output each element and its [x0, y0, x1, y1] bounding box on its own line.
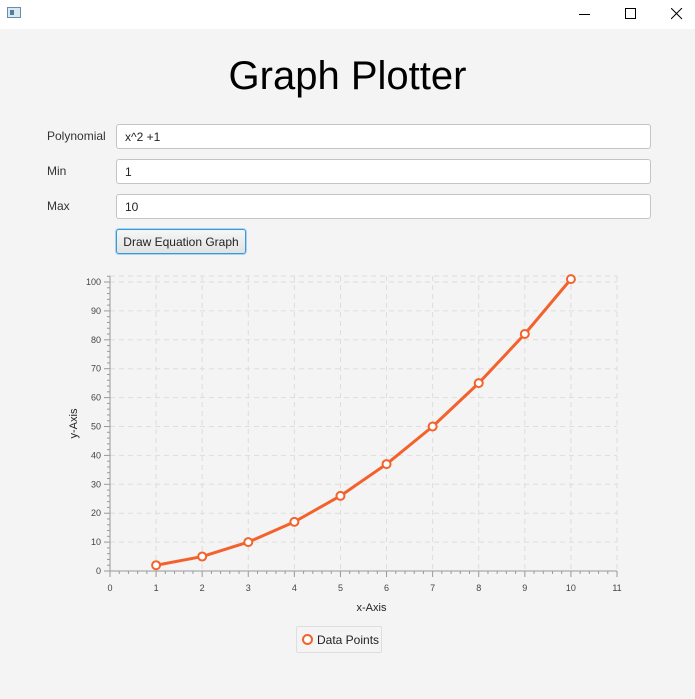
draw-equation-graph-button[interactable]: Draw Equation Graph	[116, 229, 246, 254]
minimize-icon	[579, 14, 590, 15]
data-point	[565, 274, 576, 285]
y-tick-label: 100	[86, 277, 101, 287]
series-line	[155, 278, 573, 567]
polynomial-label: Polynomial	[47, 129, 106, 143]
app-icon	[7, 7, 21, 18]
y-tick-label: 30	[91, 479, 101, 489]
x-tick-label: 2	[200, 583, 205, 593]
max-label: Max	[47, 199, 70, 213]
close-button[interactable]	[654, 0, 695, 29]
data-point	[381, 459, 392, 470]
x-tick-label: 6	[384, 583, 389, 593]
data-point	[427, 421, 438, 432]
maximize-icon	[625, 8, 636, 19]
x-tick-label: 11	[612, 583, 621, 593]
x-tick-label: 10	[566, 583, 576, 593]
y-tick-label: 40	[91, 450, 101, 460]
min-label: Min	[47, 164, 67, 178]
x-tick-label: 9	[522, 583, 527, 593]
close-icon	[671, 8, 683, 20]
y-tick-label: 70	[91, 364, 101, 374]
min-input[interactable]	[116, 159, 651, 184]
x-tick-label: 7	[430, 583, 435, 593]
maximize-button[interactable]	[608, 0, 654, 29]
legend-marker-icon	[302, 634, 313, 645]
y-tick-label: 60	[91, 393, 101, 403]
minimize-button[interactable]	[562, 0, 608, 29]
x-tick-label: 5	[338, 583, 343, 593]
x-axis-label: x-Axis	[357, 602, 387, 614]
data-point	[197, 551, 208, 562]
y-tick-label: 10	[91, 537, 101, 547]
data-point	[519, 329, 530, 340]
chart-legend: Data Points	[296, 626, 382, 653]
x-tick-label: 4	[292, 583, 297, 593]
polynomial-input[interactable]	[116, 124, 651, 149]
x-tick-label: 0	[107, 583, 112, 593]
data-point	[243, 537, 254, 548]
y-tick-label: 0	[96, 566, 101, 576]
y-tick-label: 80	[91, 335, 101, 345]
data-point	[335, 490, 346, 501]
data-point	[151, 560, 162, 571]
legend-label: Data Points	[317, 633, 380, 647]
x-tick-label: 3	[246, 583, 251, 593]
page-title: Graph Plotter	[228, 54, 467, 98]
title-bar	[0, 0, 695, 29]
data-point	[289, 516, 300, 527]
y-axis-label: y-Axis	[68, 408, 80, 438]
x-tick-label: 1	[154, 583, 159, 593]
y-tick-label: 20	[91, 508, 101, 518]
x-tick-label: 8	[476, 583, 481, 593]
y-tick-label: 50	[91, 422, 101, 432]
max-input[interactable]	[116, 194, 651, 219]
data-point	[473, 378, 484, 389]
y-tick-label: 90	[91, 306, 101, 316]
